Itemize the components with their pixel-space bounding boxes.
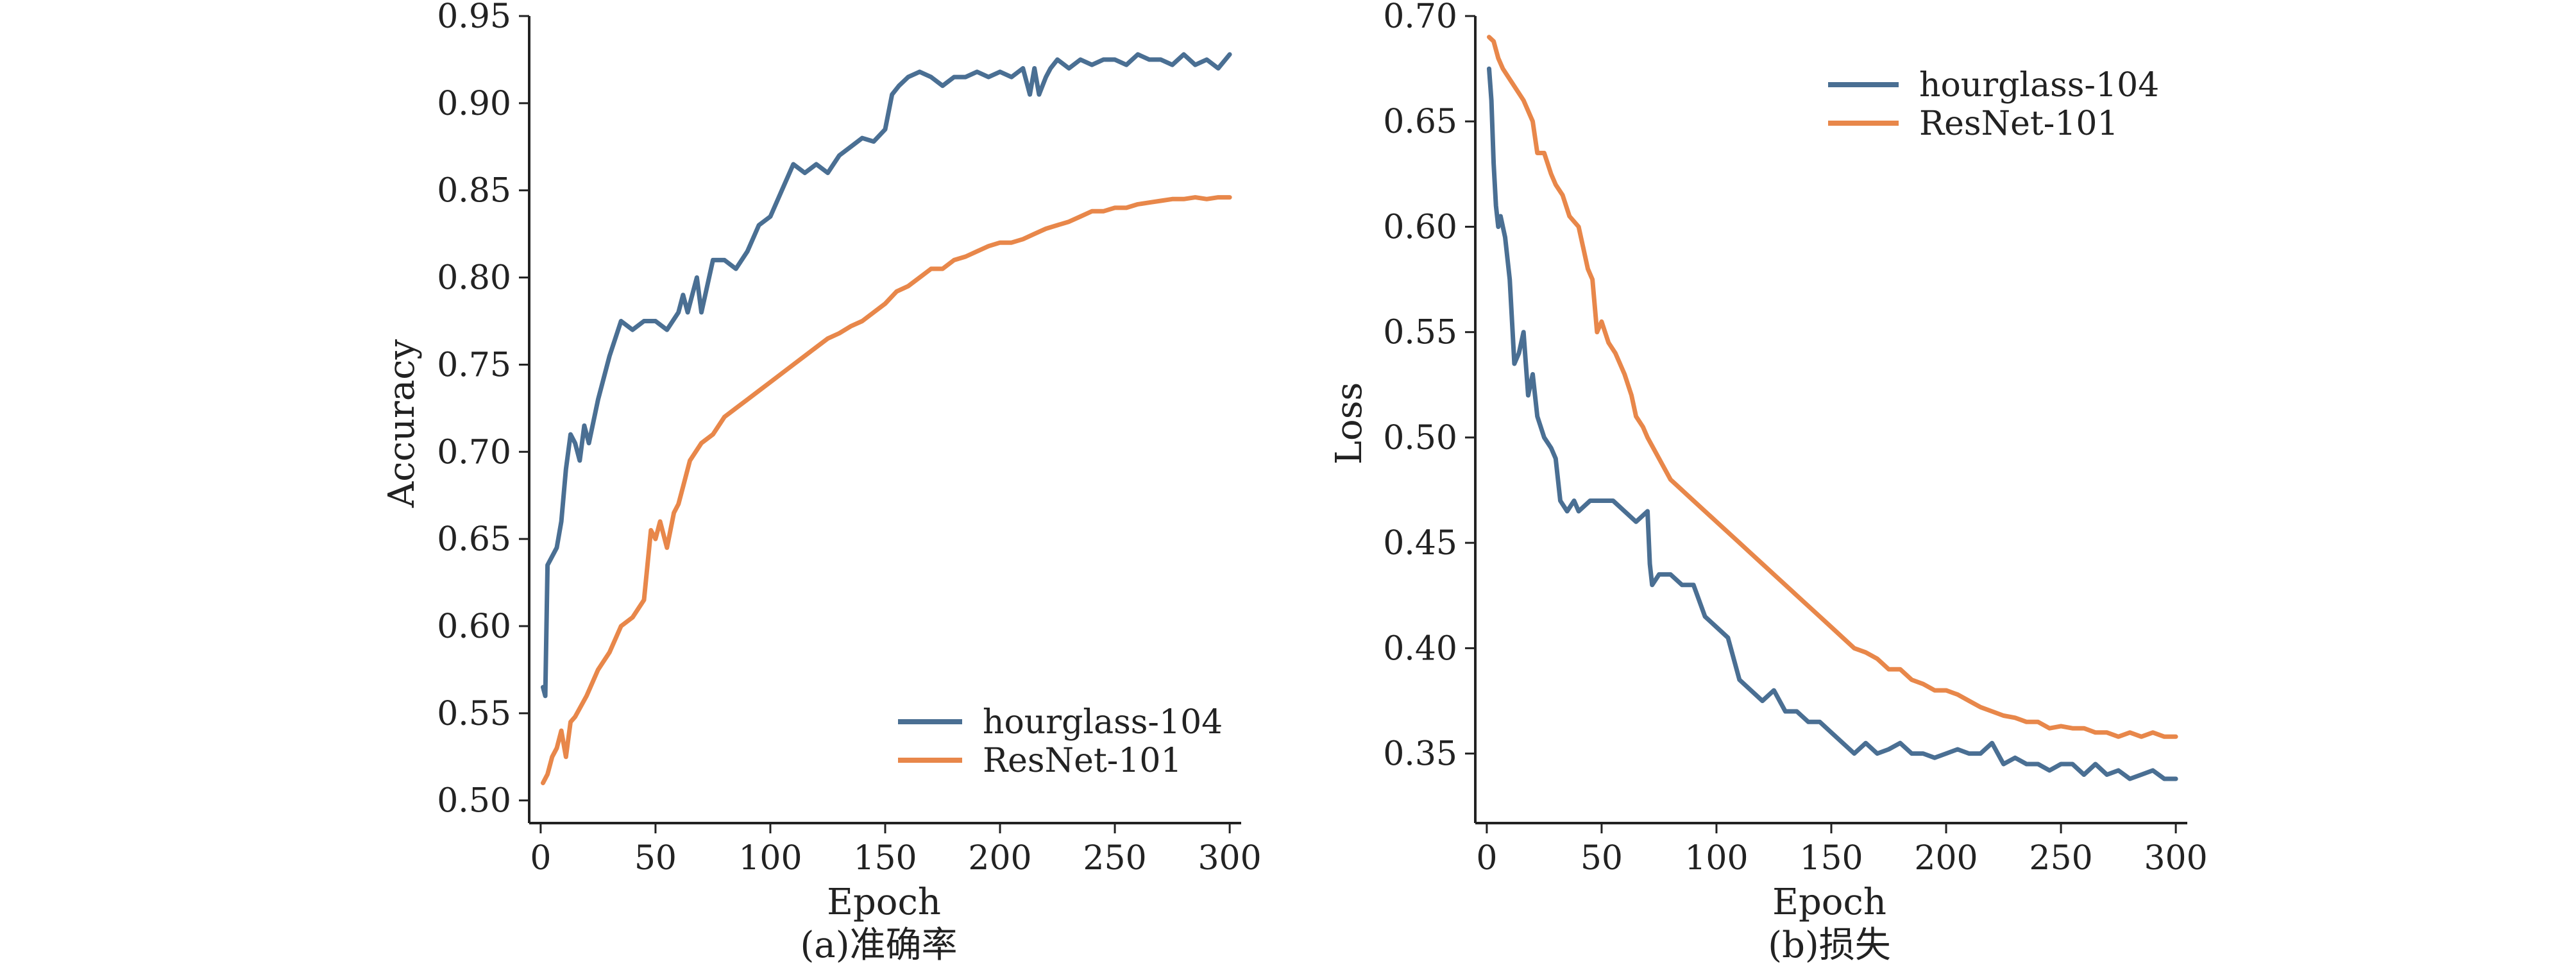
loss-panel-legend: hourglass-104 ResNet-101	[1828, 66, 2159, 143]
accuracy-panel-ylabel: Accuracy	[381, 339, 423, 508]
loss-panel-series-resnet-101	[1487, 35, 2178, 739]
accuracy-panel-x-tick-label: 150	[853, 839, 917, 878]
loss-panel-y-tick-label: 0.50	[1383, 419, 1457, 457]
accuracy-panel-legend: hourglass-104 ResNet-101	[898, 703, 1223, 780]
accuracy-panel-y-tick-label: 0.85	[437, 172, 511, 210]
accuracy-panel: Accuracy Epoch (a)准确率 hourglass-104 ResN…	[381, 0, 1262, 966]
loss-panel-legend-label-hourglass: hourglass-104	[1919, 66, 2159, 105]
loss-panel-y-tick-label: 0.35	[1383, 735, 1457, 774]
accuracy-panel-y-tick-label: 0.50	[437, 782, 511, 821]
loss-panel-y-tick-label: 0.45	[1383, 524, 1457, 563]
accuracy-panel-y-tick-label: 0.60	[437, 608, 511, 646]
loss-panel-xlabel: Epoch	[1772, 881, 1886, 923]
loss-panel-caption: (b)损失	[1768, 924, 1891, 966]
accuracy-panel-x-tick-label: 250	[1083, 839, 1146, 878]
accuracy-panel-caption: (a)准确率	[800, 924, 957, 966]
loss-panel-legend-label-resnet: ResNet-101	[1919, 105, 2119, 143]
accuracy-panel-series-hourglass-104	[541, 52, 1232, 699]
accuracy-panel-x-tick-label: 100	[738, 839, 802, 878]
accuracy-panel-xlabel: Epoch	[827, 881, 941, 923]
loss-panel-y-tick-label: 0.60	[1383, 208, 1457, 246]
accuracy-panel-y-tick-label: 0.75	[437, 346, 511, 384]
accuracy-panel-legend-label-hourglass: hourglass-104	[983, 703, 1223, 742]
accuracy-panel-x-tick-label: 0	[530, 839, 551, 878]
loss-panel-x-tick-label: 0	[1476, 839, 1497, 878]
loss-panel-x-tick-label: 150	[1799, 839, 1863, 878]
accuracy-panel-y-tick-label: 0.55	[437, 695, 511, 733]
loss-panel-y-tick-label: 0.65	[1383, 103, 1457, 141]
loss-panel-x-tick-label: 250	[2029, 839, 2092, 878]
loss-panel: Loss Epoch (b)损失 hourglass-104 ResNet-10…	[1328, 0, 2208, 966]
accuracy-panel-y-tick-label: 0.95	[437, 0, 511, 36]
accuracy-panel-y-tick-label: 0.65	[437, 520, 511, 559]
accuracy-panel-legend-label-resnet: ResNet-101	[983, 742, 1182, 780]
accuracy-panel-x-tick-label: 50	[634, 839, 677, 878]
accuracy-panel-series-resnet-101	[541, 195, 1232, 785]
accuracy-panel-x-tick-label: 200	[968, 839, 1031, 878]
loss-panel-series-hourglass-104	[1487, 66, 2178, 781]
loss-panel-ylabel: Loss	[1328, 382, 1370, 464]
accuracy-panel-y-tick-label: 0.80	[437, 259, 511, 298]
loss-panel-y-tick-label: 0.40	[1383, 629, 1457, 668]
loss-panel-x-tick-label: 50	[1580, 839, 1623, 878]
loss-panel-x-tick-label: 100	[1684, 839, 1748, 878]
loss-panel-y-tick-label: 0.70	[1383, 0, 1457, 36]
accuracy-panel-y-tick-label: 0.90	[437, 85, 511, 123]
loss-panel-x-tick-label: 300	[2144, 839, 2207, 878]
loss-panel-x-tick-label: 200	[1914, 839, 1978, 878]
loss-panel-y-tick-label: 0.55	[1383, 314, 1457, 352]
accuracy-panel-y-tick-label: 0.70	[437, 433, 511, 472]
accuracy-panel-x-tick-label: 300	[1198, 839, 1261, 878]
